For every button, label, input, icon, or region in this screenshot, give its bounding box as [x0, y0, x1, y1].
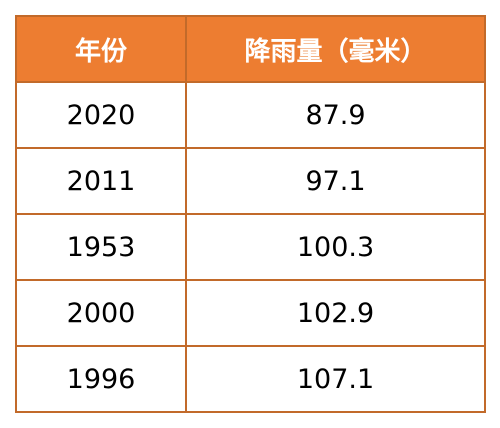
rainfall-cell: 107.1: [185, 345, 486, 413]
table-row: 1996 107.1: [15, 345, 486, 413]
rainfall-cell: 100.3: [185, 213, 486, 281]
header-row: 年份 降雨量（毫米）: [15, 15, 486, 83]
table-header: 年份 降雨量（毫米）: [15, 15, 486, 83]
year-cell: 2000: [15, 279, 187, 347]
header-rainfall: 降雨量（毫米）: [185, 15, 486, 83]
rainfall-cell: 102.9: [185, 279, 486, 347]
table-body: 2020 87.9 2011 97.1 1953 100.3 2000 102.…: [15, 81, 486, 413]
table-row: 2000 102.9: [15, 279, 486, 347]
rainfall-table: 年份 降雨量（毫米） 2020 87.9 2011 97.1 1953 100.…: [15, 15, 486, 413]
year-cell: 1953: [15, 213, 187, 281]
table-row: 2020 87.9: [15, 81, 486, 149]
rainfall-cell: 97.1: [185, 147, 486, 215]
year-cell: 1996: [15, 345, 187, 413]
rainfall-cell: 87.9: [185, 81, 486, 149]
year-cell: 2011: [15, 147, 187, 215]
table-row: 2011 97.1: [15, 147, 486, 215]
table-row: 1953 100.3: [15, 213, 486, 281]
year-cell: 2020: [15, 81, 187, 149]
header-year: 年份: [15, 15, 187, 83]
rainfall-table-container: 年份 降雨量（毫米） 2020 87.9 2011 97.1 1953 100.…: [15, 15, 486, 413]
